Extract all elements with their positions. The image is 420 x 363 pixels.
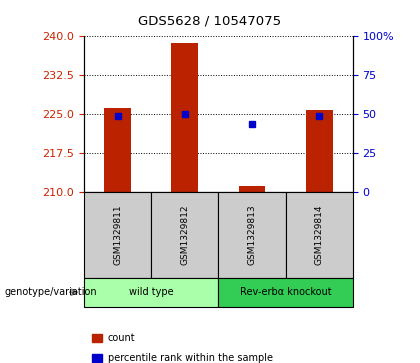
Text: Rev-erbα knockout: Rev-erbα knockout xyxy=(240,287,331,297)
Bar xyxy=(306,110,333,192)
Text: GSM1329814: GSM1329814 xyxy=(315,205,324,265)
Text: percentile rank within the sample: percentile rank within the sample xyxy=(108,352,273,363)
Text: count: count xyxy=(108,333,136,343)
Text: wild type: wild type xyxy=(129,287,173,297)
Bar xyxy=(239,186,265,192)
Text: GSM1329811: GSM1329811 xyxy=(113,205,122,265)
Text: GSM1329813: GSM1329813 xyxy=(247,205,257,265)
Text: genotype/variation: genotype/variation xyxy=(4,287,97,297)
Bar xyxy=(104,107,131,192)
Text: GSM1329812: GSM1329812 xyxy=(180,205,189,265)
Text: GDS5628 / 10547075: GDS5628 / 10547075 xyxy=(139,15,281,28)
Bar xyxy=(171,43,198,192)
